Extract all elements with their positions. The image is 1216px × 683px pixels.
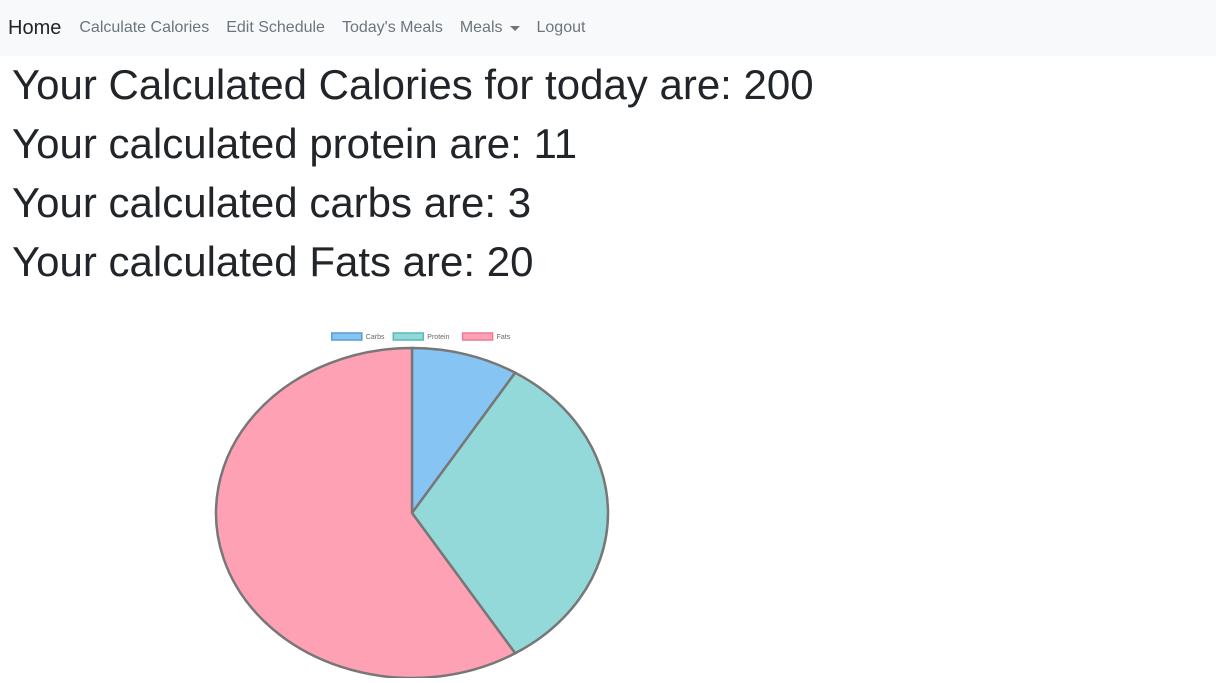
macro-stats: Your Calculated Calories for today are: … xyxy=(0,55,1216,291)
nav-todays-meals[interactable]: Today's Meals xyxy=(341,19,443,36)
legend-label-fats: Fats xyxy=(497,334,511,341)
pie-slices xyxy=(214,346,610,680)
protein-stat: Your calculated protein are: 11 xyxy=(12,120,578,167)
legend-swatch-carbs[interactable] xyxy=(331,332,363,341)
legend-label-carbs: Carbs xyxy=(366,334,385,341)
nav-meals-dropdown[interactable]: Meals xyxy=(460,19,520,37)
nav-calculate-calories[interactable]: Calculate Calories xyxy=(79,19,210,36)
calories-stat: Your Calculated Calories for today are: … xyxy=(12,61,814,108)
carbs-stat: Your calculated carbs are: 3 xyxy=(12,179,532,226)
nav-logout[interactable]: Logout xyxy=(536,19,586,36)
macro-pie-chart: Carbs Protein Fats xyxy=(0,320,830,680)
legend-label-protein: Protein xyxy=(427,334,449,341)
meals-dropdown-label: Meals xyxy=(459,19,503,36)
fats-stat: Your calculated Fats are: 20 xyxy=(12,238,534,285)
legend-swatch-protein[interactable] xyxy=(392,332,425,341)
main-content: Your Calculated Calories for today are: … xyxy=(0,55,1216,680)
pie-slice-protein[interactable] xyxy=(410,371,610,655)
nav-edit-schedule[interactable]: Edit Schedule xyxy=(226,19,325,36)
legend-swatch-fats[interactable] xyxy=(461,332,494,341)
top-navbar: Home Calculate Calories Edit Schedule To… xyxy=(0,0,1216,56)
chevron-down-icon xyxy=(509,25,520,31)
chart-legend: Carbs Protein Fats xyxy=(331,332,511,341)
home-link[interactable]: Home xyxy=(8,16,62,39)
pie-chart-svg: Carbs Protein Fats xyxy=(214,332,610,680)
pie-slice-carbs[interactable] xyxy=(410,346,518,517)
